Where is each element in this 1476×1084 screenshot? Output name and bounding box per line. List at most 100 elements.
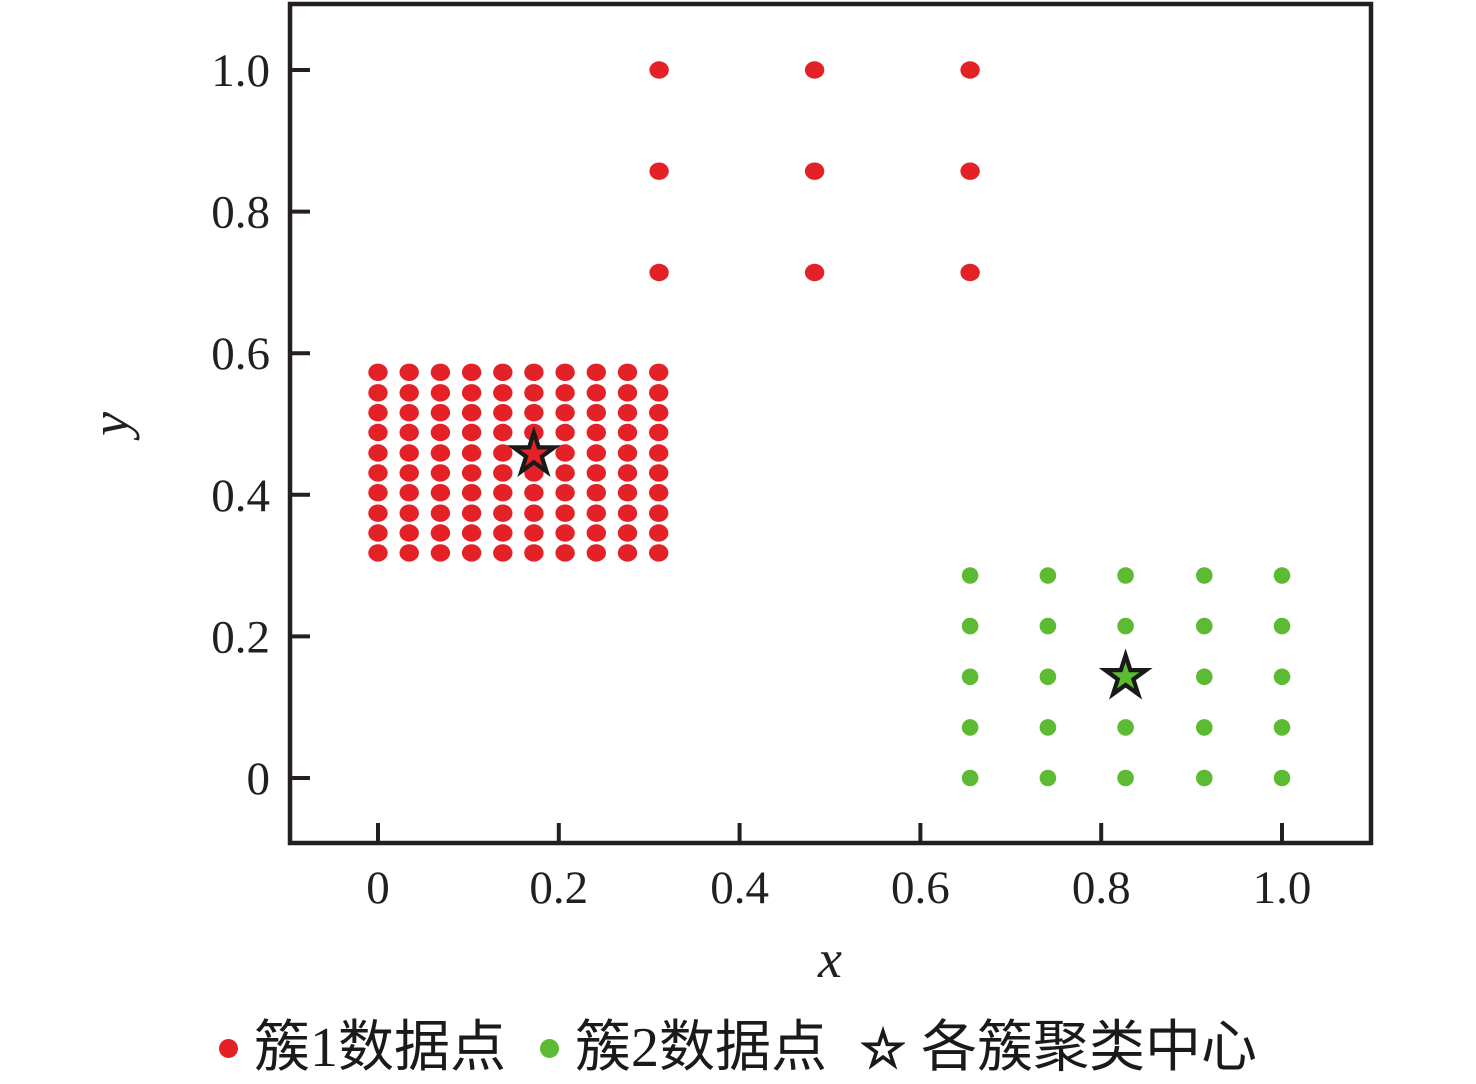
data-point-cluster1 bbox=[804, 162, 825, 180]
data-point-cluster1 bbox=[430, 423, 451, 442]
data-point-cluster1 bbox=[617, 544, 638, 562]
data-point-cluster2 bbox=[1039, 617, 1057, 635]
data-point-cluster1 bbox=[399, 444, 419, 462]
data-point-cluster1 bbox=[586, 484, 606, 502]
data-point-cluster1 bbox=[960, 61, 980, 79]
data-point-cluster1 bbox=[555, 504, 575, 522]
data-point-cluster1 bbox=[617, 444, 638, 462]
data-point-cluster2 bbox=[1039, 719, 1057, 736]
data-point-cluster1 bbox=[649, 444, 669, 462]
cluster-center-marker bbox=[507, 425, 561, 478]
legend: 簇1数据点 簇2数据点 各簇聚类中心 bbox=[0, 1012, 1476, 1084]
data-point-cluster1 bbox=[368, 504, 388, 522]
data-point-cluster1 bbox=[524, 524, 544, 542]
cluster1-dot-icon bbox=[219, 1038, 238, 1058]
data-point-cluster1 bbox=[461, 504, 482, 522]
data-point-cluster1 bbox=[586, 464, 606, 482]
data-point-cluster1 bbox=[461, 484, 482, 502]
data-point-cluster1 bbox=[430, 524, 451, 542]
data-point-cluster1 bbox=[368, 423, 388, 442]
data-point-cluster1 bbox=[399, 404, 419, 422]
data-point-cluster1 bbox=[649, 464, 669, 482]
data-point-cluster1 bbox=[649, 484, 669, 502]
legend-item-cluster1: 簇1数据点 bbox=[219, 1020, 506, 1076]
data-point-cluster1 bbox=[617, 363, 638, 381]
data-point-cluster1 bbox=[524, 384, 544, 402]
data-point-cluster1 bbox=[586, 524, 606, 542]
x-tick-label: 0.6 bbox=[891, 862, 950, 914]
data-point-cluster2 bbox=[961, 719, 979, 736]
data-point-cluster1 bbox=[461, 444, 482, 462]
data-point-cluster1 bbox=[430, 484, 451, 502]
data-point-cluster1 bbox=[461, 404, 482, 422]
data-point-cluster1 bbox=[493, 384, 513, 402]
data-point-cluster1 bbox=[493, 464, 513, 482]
data-point-cluster2 bbox=[1196, 668, 1213, 686]
data-point-cluster1 bbox=[617, 423, 638, 442]
data-point-cluster1 bbox=[555, 444, 575, 462]
data-point-cluster1 bbox=[399, 384, 419, 402]
data-point-cluster1 bbox=[461, 544, 482, 562]
data-point-cluster1 bbox=[430, 444, 451, 462]
data-point-cluster2 bbox=[961, 567, 979, 584]
x-tick-label: 1.0 bbox=[1253, 862, 1312, 914]
star-icon-shape bbox=[861, 1026, 905, 1070]
data-point-cluster1 bbox=[399, 484, 419, 502]
data-point-cluster1 bbox=[368, 484, 388, 502]
data-point-cluster1 bbox=[586, 404, 606, 422]
data-point-cluster2 bbox=[1117, 617, 1134, 635]
data-point-cluster2 bbox=[1039, 769, 1057, 787]
data-point-cluster1 bbox=[617, 464, 638, 482]
y-tick-label: 0.4 bbox=[211, 470, 270, 522]
data-point-cluster1 bbox=[649, 363, 669, 381]
data-point-cluster1 bbox=[524, 404, 544, 422]
y-tick-label: 1.0 bbox=[211, 45, 270, 97]
data-point-cluster1 bbox=[368, 524, 388, 542]
data-point-cluster1 bbox=[524, 504, 544, 522]
data-point-cluster1 bbox=[804, 263, 825, 282]
x-tick-label: 0.8 bbox=[1072, 862, 1131, 914]
data-point-cluster1 bbox=[555, 384, 575, 402]
data-point-cluster1 bbox=[493, 444, 513, 462]
data-point-cluster1 bbox=[617, 384, 638, 402]
data-point-cluster1 bbox=[430, 464, 451, 482]
y-tick-label: 0.2 bbox=[211, 611, 270, 663]
data-point-cluster2 bbox=[1039, 567, 1057, 584]
y-tick-label: 0.6 bbox=[211, 328, 270, 380]
data-point-cluster2 bbox=[961, 617, 979, 635]
data-point-cluster1 bbox=[555, 363, 575, 381]
data-point-cluster1 bbox=[430, 504, 451, 522]
data-point-cluster2 bbox=[1196, 769, 1213, 787]
x-tick-label: 0.4 bbox=[710, 862, 769, 914]
data-point-cluster1 bbox=[524, 544, 544, 562]
data-point-cluster1 bbox=[555, 423, 575, 442]
data-point-cluster1 bbox=[524, 484, 544, 502]
data-point-cluster1 bbox=[649, 404, 669, 422]
data-point-cluster2 bbox=[1273, 567, 1291, 584]
data-point-cluster2 bbox=[1196, 567, 1213, 584]
data-point-cluster1 bbox=[555, 484, 575, 502]
cluster2-dot-icon bbox=[540, 1038, 559, 1058]
data-point-cluster1 bbox=[555, 544, 575, 562]
data-point-cluster1 bbox=[461, 524, 482, 542]
data-point-cluster2 bbox=[961, 668, 979, 686]
data-point-cluster1 bbox=[649, 504, 669, 522]
data-point-cluster1 bbox=[524, 464, 544, 482]
y-tick-label: 0 bbox=[247, 753, 271, 805]
legend-label-cluster1: 簇1数据点 bbox=[254, 1017, 506, 1079]
data-point-cluster1 bbox=[461, 384, 482, 402]
legend-item-centers: 各簇聚类中心 bbox=[861, 1020, 1257, 1076]
data-point-cluster1 bbox=[960, 162, 980, 180]
cluster-center-marker bbox=[1098, 648, 1153, 700]
data-point-cluster1 bbox=[493, 404, 513, 422]
data-point-cluster1 bbox=[493, 363, 513, 381]
axis-ticks: 0 0.2 0.4 0.6 0.8 1.0 0 0.2 0.4 0.6 0.8 1.0 bbox=[211, 45, 1311, 914]
data-point-cluster1 bbox=[524, 363, 544, 381]
data-point-cluster1 bbox=[555, 524, 575, 542]
data-point-cluster1 bbox=[461, 464, 482, 482]
data-point-cluster1 bbox=[368, 544, 388, 562]
data-point-cluster1 bbox=[399, 524, 419, 542]
data-point-cluster1 bbox=[368, 464, 388, 482]
